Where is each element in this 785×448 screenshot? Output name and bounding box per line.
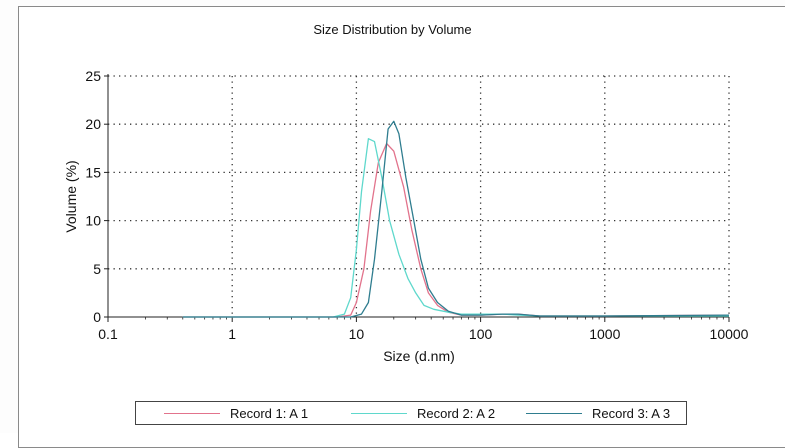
x-tick-label: 10000 (710, 326, 749, 342)
y-axis-label: Volume (%) (63, 160, 79, 232)
x-tick-label: 1000 (589, 326, 620, 342)
x-tick-label: 10 (349, 326, 365, 342)
chart-legend: Record 1: A 1 Record 2: A 2 Record 3: A 3 (135, 401, 687, 425)
legend-item-2: Record 2: A 2 (351, 402, 495, 424)
y-tick-label: 20 (85, 116, 101, 132)
legend-label-1: Record 1: A 1 (230, 405, 309, 421)
y-tick-label: 5 (93, 261, 101, 277)
series-line-2 (182, 138, 729, 318)
legend-swatch-1 (164, 412, 220, 414)
legend-label-3: Record 3: A 3 (592, 405, 671, 421)
legend-swatch-3 (526, 412, 582, 414)
legend-item-1: Record 1: A 1 (164, 402, 308, 424)
legend-item-3: Record 3: A 3 (526, 402, 670, 424)
x-tick-label: 100 (469, 326, 493, 342)
legend-label-2: Record 2: A 2 (417, 405, 496, 421)
legend-swatch-2 (351, 412, 407, 414)
chart-page: Size Distribution by Volume 0 5 10 15 20 25 0.… (18, 6, 785, 448)
y-tick-label: 25 (85, 68, 101, 84)
y-tick-label: 15 (85, 164, 101, 180)
chart-title: Size Distribution by Volume (313, 22, 472, 37)
x-tick-label: 0.1 (98, 326, 118, 342)
x-axis-label: Size (d.nm) (383, 348, 455, 364)
chart-frame (18, 6, 785, 448)
series-line-3 (182, 120, 730, 318)
y-tick-label: 0 (93, 309, 101, 325)
series-line-1 (182, 142, 730, 318)
y-tick-label: 10 (85, 213, 101, 229)
chart-plot: 0 5 10 15 20 25 0.1 1 10 100 1000 10000 Size (d.nm) V… (63, 68, 749, 364)
x-tick-label: 1 (228, 326, 236, 342)
